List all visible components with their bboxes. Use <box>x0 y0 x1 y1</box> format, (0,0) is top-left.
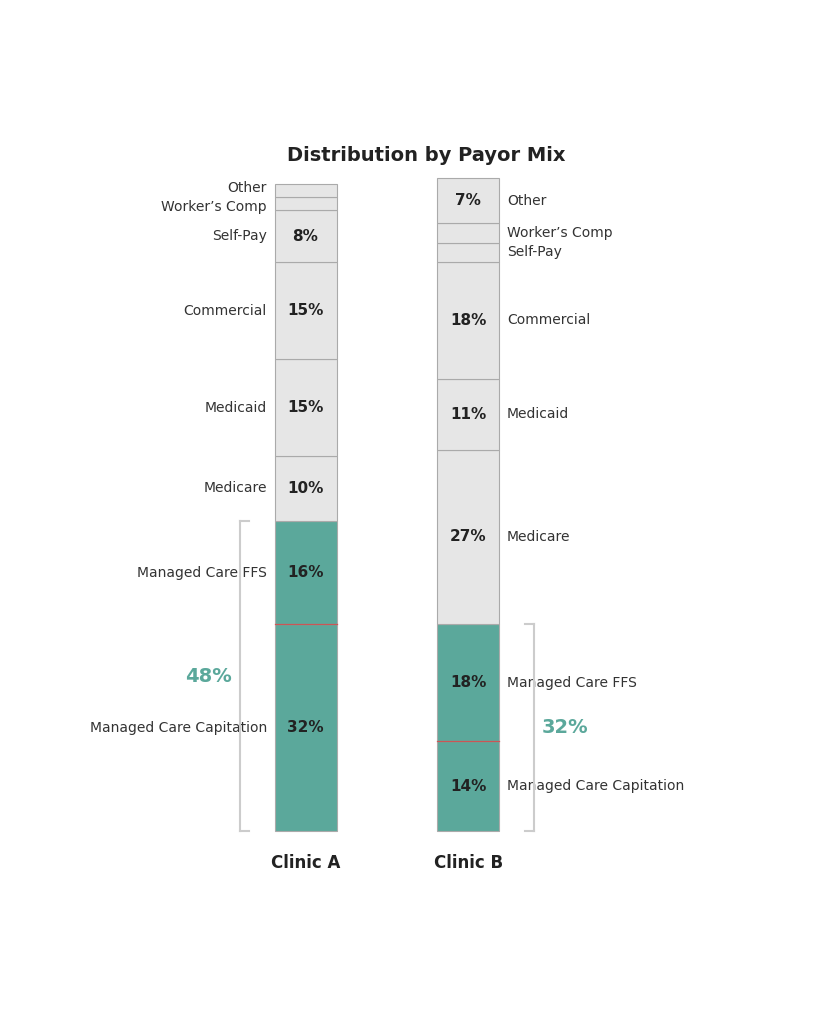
Text: Self-Pay: Self-Pay <box>212 229 267 244</box>
Text: Managed Care FFS: Managed Care FFS <box>507 676 636 689</box>
Bar <box>438 625 499 740</box>
Text: 10%: 10% <box>287 481 324 496</box>
Text: 32%: 32% <box>287 720 324 735</box>
Bar <box>275 456 336 521</box>
Bar <box>275 625 336 831</box>
Text: Worker’s Comp
Self-Pay: Worker’s Comp Self-Pay <box>507 226 612 259</box>
Bar <box>275 262 336 359</box>
Text: 32%: 32% <box>542 718 588 737</box>
Bar <box>275 521 336 625</box>
Text: 8%: 8% <box>293 228 319 244</box>
Bar <box>275 184 336 198</box>
Text: Medicare: Medicare <box>507 530 571 544</box>
Text: 15%: 15% <box>287 303 324 318</box>
Text: Managed Care FFS: Managed Care FFS <box>137 565 267 580</box>
Text: Distribution by Payor Mix: Distribution by Payor Mix <box>287 145 566 165</box>
Bar <box>438 243 499 262</box>
Bar <box>275 210 336 262</box>
Bar <box>438 223 499 243</box>
Bar <box>438 450 499 625</box>
Text: Managed Care Capitation: Managed Care Capitation <box>90 721 267 735</box>
Text: 16%: 16% <box>287 565 324 580</box>
Text: 48%: 48% <box>186 667 232 685</box>
Text: 18%: 18% <box>450 312 487 328</box>
Bar <box>438 178 499 223</box>
Text: Managed Care Capitation: Managed Care Capitation <box>507 779 684 793</box>
Text: Commercial: Commercial <box>507 313 590 328</box>
Text: Clinic A: Clinic A <box>270 854 340 872</box>
Text: 27%: 27% <box>450 529 487 545</box>
Bar <box>438 740 499 831</box>
Bar <box>438 379 499 450</box>
Text: 7%: 7% <box>455 194 481 208</box>
Text: Clinic B: Clinic B <box>433 854 503 872</box>
Text: Other
Worker’s Comp: Other Worker’s Comp <box>161 181 267 214</box>
Text: Medicaid: Medicaid <box>205 400 267 415</box>
Text: 15%: 15% <box>287 400 324 415</box>
Bar <box>275 359 336 456</box>
Bar <box>438 262 499 379</box>
Bar <box>275 198 336 210</box>
Text: Commercial: Commercial <box>184 303 267 317</box>
Text: Medicare: Medicare <box>203 481 267 496</box>
Text: Other: Other <box>507 194 547 208</box>
Text: 14%: 14% <box>450 778 487 794</box>
Text: 11%: 11% <box>450 407 487 422</box>
Text: 18%: 18% <box>450 675 487 690</box>
Text: Medicaid: Medicaid <box>507 408 569 421</box>
